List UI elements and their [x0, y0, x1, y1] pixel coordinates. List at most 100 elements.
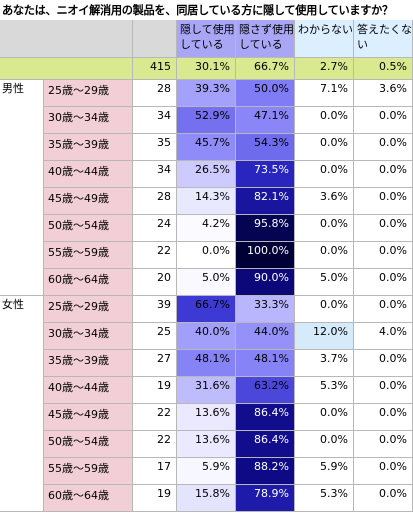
value-cell: 5.9%	[295, 458, 354, 485]
age-label: 45歳～49歳	[44, 404, 133, 431]
age-label: 55歳～59歳	[44, 242, 133, 269]
value-cell: 66.7%	[177, 296, 236, 323]
sample-size: 24	[133, 215, 177, 242]
value-cell: 5.9%	[177, 458, 236, 485]
value-cell: 5.3%	[295, 377, 354, 404]
value-cell: 13.6%	[177, 404, 236, 431]
value-cell: 78.9%	[236, 485, 295, 512]
value-cell: 0.0%	[295, 431, 354, 458]
age-label: 25歳～29歳	[44, 80, 133, 107]
value-cell: 0.0%	[354, 215, 413, 242]
age-label: 60歳～64歳	[44, 269, 133, 296]
value-cell: 100.0%	[236, 242, 295, 269]
value-cell: 0.0%	[354, 269, 413, 296]
value-cell: 0.0%	[354, 134, 413, 161]
value-cell: 88.2%	[236, 458, 295, 485]
value-cell: 0.0%	[354, 107, 413, 134]
value-cell: 33.3%	[236, 296, 295, 323]
value-cell: 0.0%	[354, 431, 413, 458]
sample-size: 22	[133, 404, 177, 431]
header-n	[133, 20, 177, 58]
value-cell: 3.7%	[295, 350, 354, 377]
value-cell: 0.0%	[295, 242, 354, 269]
value-cell: 39.3%	[177, 80, 236, 107]
sample-size: 39	[133, 296, 177, 323]
value-cell: 12.0%	[295, 323, 354, 350]
value-cell: 0.0%	[354, 377, 413, 404]
age-label: 40歳～44歳	[44, 161, 133, 188]
value-cell: 0.0%	[354, 296, 413, 323]
value-cell: 40.0%	[177, 323, 236, 350]
sample-size: 34	[133, 107, 177, 134]
value-cell: 54.3%	[236, 134, 295, 161]
value-cell: 0.0%	[354, 161, 413, 188]
value-cell: 15.8%	[177, 485, 236, 512]
group-label: 女性	[0, 296, 44, 512]
value-cell: 0.0%	[354, 485, 413, 512]
value-cell: 82.1%	[236, 188, 295, 215]
sample-size: 25	[133, 323, 177, 350]
age-label: 25歳～29歳	[44, 296, 133, 323]
value-cell: 5.3%	[295, 485, 354, 512]
value-cell: 0.0%	[295, 134, 354, 161]
age-label: 35歳～39歳	[44, 134, 133, 161]
value-cell: 4.0%	[354, 323, 413, 350]
value-cell: 0.0%	[295, 404, 354, 431]
value-cell: 0.0%	[354, 404, 413, 431]
value-cell: 45.7%	[177, 134, 236, 161]
value-cell: 3.6%	[295, 188, 354, 215]
total-value: 2.7%	[295, 58, 354, 80]
total-label-cell	[0, 58, 133, 80]
age-label: 45歳～49歳	[44, 188, 133, 215]
value-cell: 7.1%	[295, 80, 354, 107]
value-cell: 48.1%	[177, 350, 236, 377]
value-cell: 0.0%	[295, 161, 354, 188]
value-cell: 0.0%	[295, 215, 354, 242]
table-title: あなたは、ニオイ解消用の製品を、同居している方に隠して使用していますか？	[2, 4, 393, 17]
value-cell: 50.0%	[236, 80, 295, 107]
age-label: 50歳～54歳	[44, 431, 133, 458]
value-cell: 52.9%	[177, 107, 236, 134]
value-cell: 31.6%	[177, 377, 236, 404]
value-cell: 4.2%	[177, 215, 236, 242]
value-cell: 47.1%	[236, 107, 295, 134]
sample-size: 27	[133, 350, 177, 377]
sample-size: 20	[133, 269, 177, 296]
value-cell: 13.6%	[177, 431, 236, 458]
value-cell: 86.4%	[236, 404, 295, 431]
value-cell: 44.0%	[236, 323, 295, 350]
sample-size: 28	[133, 188, 177, 215]
age-label: 35歳～39歳	[44, 350, 133, 377]
value-cell: 86.4%	[236, 431, 295, 458]
header-blank	[0, 20, 133, 58]
age-label: 55歳～59歳	[44, 458, 133, 485]
value-cell: 0.0%	[354, 242, 413, 269]
value-cell: 73.5%	[236, 161, 295, 188]
group-label: 男性	[0, 80, 44, 296]
value-cell: 0.0%	[354, 458, 413, 485]
total-value: 66.7%	[236, 58, 295, 80]
sample-size: 35	[133, 134, 177, 161]
value-cell: 0.0%	[354, 350, 413, 377]
sample-size: 22	[133, 431, 177, 458]
column-header: わからない	[295, 20, 354, 58]
column-header: 隠さず使用している	[236, 20, 295, 58]
sample-size: 19	[133, 377, 177, 404]
value-cell: 14.3%	[177, 188, 236, 215]
sample-size: 34	[133, 161, 177, 188]
value-cell: 3.6%	[354, 80, 413, 107]
value-cell: 0.0%	[354, 188, 413, 215]
value-cell: 5.0%	[295, 269, 354, 296]
age-label: 60歳～64歳	[44, 485, 133, 512]
sample-size: 17	[133, 458, 177, 485]
value-cell: 63.2%	[236, 377, 295, 404]
sample-size: 28	[133, 80, 177, 107]
column-header: 隠して使用している	[177, 20, 236, 58]
sample-size: 19	[133, 485, 177, 512]
total-value: 0.5%	[354, 58, 413, 80]
age-label: 30歳～34歳	[44, 323, 133, 350]
age-label: 40歳～44歳	[44, 377, 133, 404]
value-cell: 5.0%	[177, 269, 236, 296]
total-n: 415	[133, 58, 177, 80]
value-cell: 48.1%	[236, 350, 295, 377]
